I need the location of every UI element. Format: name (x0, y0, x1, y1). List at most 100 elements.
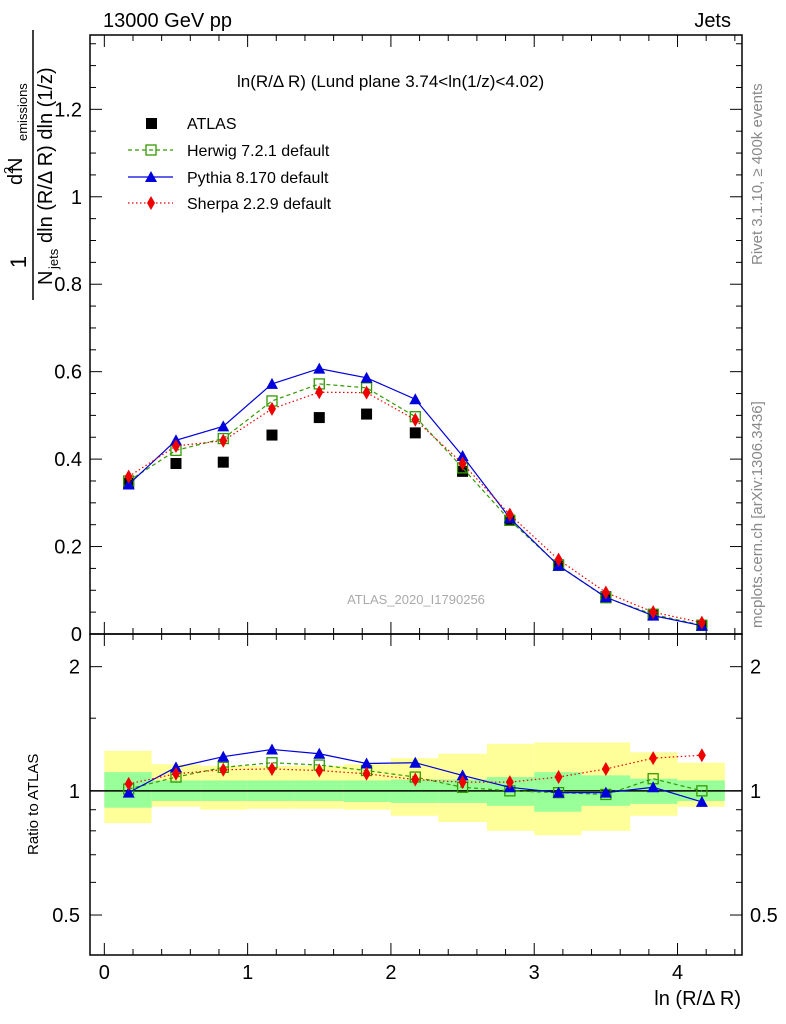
ratio-ylabel: Ratio to ATLAS (25, 754, 42, 855)
legend-marker-herwig (145, 144, 157, 156)
main-point-sherpa (411, 412, 420, 427)
ratio-frame (89, 633, 743, 956)
main-point-atlas (313, 412, 325, 424)
main-ytick-label: 0.2 (54, 537, 82, 559)
ratio-ytick-label-right: 2 (750, 657, 761, 679)
main-point-pythia (456, 450, 469, 462)
ylabel-numerator-d: d (5, 174, 27, 185)
legend-marker-sherpa (147, 196, 155, 210)
ratio-point-sherpa (601, 761, 610, 776)
legend-label-atlas: ATLAS (187, 116, 237, 133)
legend-label-pythia: Pythia 8.170 default (187, 170, 329, 187)
main-series-line-pythia (128, 367, 702, 627)
ratio-ytick-label: 0.5 (52, 905, 80, 927)
main-plot-area: 0 0.2 0.4 0.6 0.8 1 1.2 (54, 34, 743, 646)
main-point-sherpa (219, 433, 228, 448)
ratio-point-pythia (599, 786, 612, 798)
ratio-ytick-label: 2 (69, 657, 80, 679)
ratio-point-pythia (217, 750, 230, 762)
ratio-point-sherpa (411, 772, 420, 787)
main-ytick-label: 0.6 (54, 362, 82, 384)
main-point-atlas (409, 427, 421, 439)
ratio-point-herwig (696, 785, 708, 797)
ylabel-denominator-jets: jets (46, 248, 61, 270)
main-ylabel: 1 d 2 N emissions N jets dln (R/Δ R) dln… (1, 30, 61, 300)
ratio-point-pythia (695, 795, 708, 807)
main-point-pythia (360, 371, 373, 383)
ratio-point-pythia (647, 781, 660, 793)
header-left: 13000 GeV pp (103, 10, 232, 32)
main-point-atlas (361, 408, 373, 420)
ratio-point-sherpa (505, 775, 514, 790)
ratio-ytick-label-right: 1 (750, 781, 761, 803)
main-point-atlas (266, 429, 278, 441)
main-point-atlas (217, 456, 229, 468)
ratio-point-sherpa (267, 761, 276, 776)
main-point-pythia (122, 478, 135, 490)
main-point-pythia (409, 393, 422, 405)
ratio-point-pythia (265, 743, 278, 755)
ratio-point-sherpa (697, 748, 706, 763)
main-ytick-label: 1 (71, 187, 82, 209)
main-point-sherpa (505, 507, 514, 522)
ratio-point-sherpa (171, 766, 180, 781)
main-point-sherpa (458, 456, 467, 471)
main-point-sherpa (124, 469, 133, 484)
mcplots-label: mcplots.cern.ch [arXiv:1306.3436] (749, 401, 766, 628)
ylabel-numerator-sub: emissions (15, 83, 30, 141)
ratio-xtick-label: 4 (672, 962, 683, 984)
ratio-xtick-label: 1 (242, 962, 253, 984)
main-point-pythia (313, 362, 326, 374)
ratio-point-pythia (313, 747, 326, 759)
main-point-sherpa (697, 615, 706, 630)
chart-title: ln(R/Δ R) (Lund plane 3.74<ln(1/z)<4.02) (237, 72, 544, 91)
ratio-ytick-label: 1 (69, 781, 80, 803)
ylabel-numerator-n: N (5, 158, 27, 172)
main-point-sherpa (649, 605, 658, 620)
main-point-atlas (457, 465, 469, 477)
main-point-atlas (170, 457, 182, 469)
ylabel-numerator-sup: 2 (1, 167, 16, 174)
x-axis-label: ln (R/Δ R) (654, 988, 741, 1010)
rivet-label: Rivet 3.1.10, ≥ 400k events (749, 83, 766, 265)
ratio-xtick-label: 3 (529, 962, 540, 984)
main-ytick-label: 1.2 (54, 99, 82, 121)
ratio-point-pythia (409, 756, 422, 768)
main-ytick-label: 0 (71, 624, 82, 646)
ratio-ytick-label-right: 0.5 (750, 905, 778, 927)
legend-label-sherpa: Sherpa 2.2.9 default (187, 196, 332, 213)
ylabel-denominator-rest: dln (R/Δ R) dln (1/z) (35, 67, 57, 243)
ratio-xtick-label: 0 (99, 962, 110, 984)
watermark: ATLAS_2020_I1790256 (347, 592, 485, 607)
main-point-sherpa (171, 438, 180, 453)
ratio-point-pythia (456, 769, 469, 781)
ratio-point-sherpa (124, 776, 133, 791)
main-point-pythia (265, 377, 278, 389)
ratio-point-pythia (122, 786, 135, 798)
legend-marker-pythia (145, 171, 157, 182)
main-point-sherpa (362, 385, 371, 400)
ylabel-denominator-n: N (35, 271, 57, 285)
ratio-point-sherpa (554, 770, 563, 785)
main-point-sherpa (267, 401, 276, 416)
main-point-sherpa (554, 552, 563, 567)
legend: ATLAS Herwig 7.2.1 default Pythia 8.170 … (128, 116, 332, 213)
ratio-point-pythia (360, 757, 373, 769)
ratio-point-pythia (552, 786, 565, 798)
ratio-point-sherpa (219, 762, 228, 777)
main-series-line-sherpa (128, 391, 703, 624)
ratio-point-sherpa (315, 763, 324, 778)
header-right: Jets (694, 10, 731, 32)
ylabel-one: 1 (6, 256, 31, 268)
ratio-plot-area: 0 1 2 3 4 0.5 0.5 1 1 2 2 (52, 633, 778, 984)
legend-label-herwig: Herwig 7.2.1 default (187, 143, 330, 160)
ratio-point-sherpa (362, 766, 371, 781)
main-ytick-label: 0.8 (54, 274, 82, 296)
main-point-sherpa (601, 585, 610, 600)
main-ytick-label: 0.4 (54, 449, 82, 471)
main-point-sherpa (315, 385, 324, 400)
main-point-pythia (217, 420, 230, 432)
ratio-point-sherpa (649, 751, 658, 766)
legend-marker-atlas (146, 118, 157, 129)
